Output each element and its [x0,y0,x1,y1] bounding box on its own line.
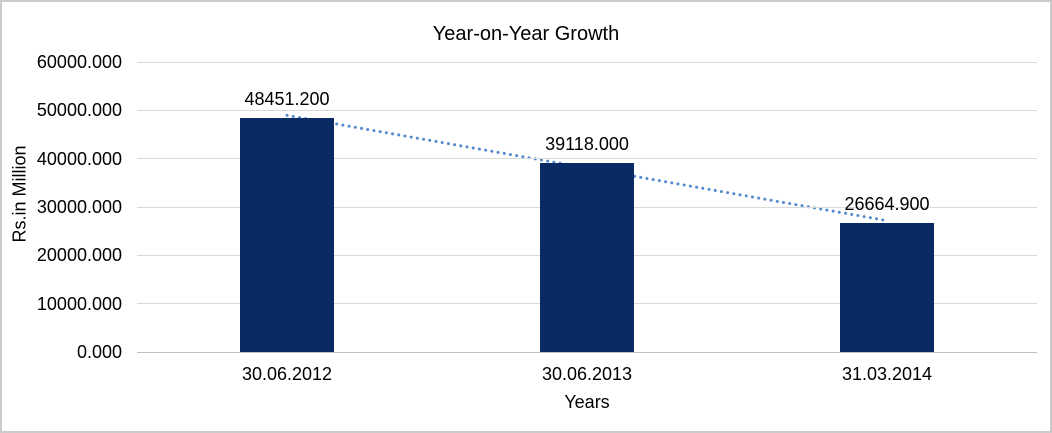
y-axis-tick-label: 40000.000 [36,148,122,169]
y-axis-tick-label: 10000.000 [36,293,122,314]
trendline-segment [285,113,889,223]
bar-value-label: 39118.000 [545,133,629,154]
bar [240,117,334,352]
trendline [285,113,889,223]
x-axis-tick-label: 31.03.2014 [841,364,933,384]
gridline [137,158,1037,160]
y-axis-tick-label: 30000.000 [36,197,122,217]
plot-area: 48451.200 39118.000 26664.900 [137,61,1037,353]
y-axis-tick-label: 60000.000 [36,52,122,72]
bar [540,162,634,352]
x-axis-tick-label: 30.06.2013 [541,364,633,384]
gridline [137,351,1037,353]
bar-value-label: 48451.200 [244,88,330,109]
y-axis-tick-label: 0.000 [76,342,122,362]
bar-value-label: 26664.900 [844,194,930,215]
y-axis-tick-label: 20000.000 [36,245,122,266]
x-axis-title: Years [564,392,610,412]
y-axis-tick-label: 50000.000 [36,100,122,121]
gridline [137,109,1037,111]
chart-title: Year-on-Year Growth [432,23,620,45]
x-axis-tick-label: 30.06.2012 [241,364,333,384]
gridline [137,61,1037,63]
bar [840,223,934,352]
